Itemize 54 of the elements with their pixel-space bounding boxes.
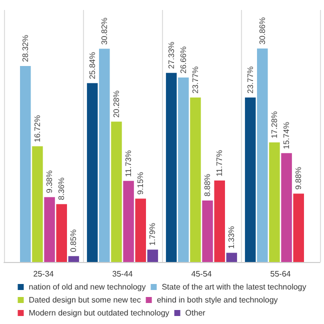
bar xyxy=(293,194,304,262)
bar xyxy=(123,180,134,262)
bar xyxy=(214,180,225,262)
bar xyxy=(178,78,189,262)
data-label: 0.85% xyxy=(69,229,78,252)
data-label: 1.33% xyxy=(227,226,236,249)
x-tick-label: 45-54 xyxy=(191,270,212,278)
data-label: 11.77% xyxy=(215,150,224,177)
legend-label: Dated design but some new tec xyxy=(28,296,141,304)
data-label: 26.66% xyxy=(178,46,188,74)
data-label: 30.82% xyxy=(100,18,109,45)
bar xyxy=(20,66,31,262)
bar xyxy=(190,98,201,262)
bar xyxy=(111,122,122,262)
bar xyxy=(257,48,268,262)
bar xyxy=(135,198,146,262)
data-label: 9.88% xyxy=(294,166,304,190)
bar xyxy=(44,197,55,262)
data-label: 23.77% xyxy=(246,66,255,94)
legend-label: nation of old and new technology xyxy=(28,282,146,292)
data-label: 27.33% xyxy=(166,42,176,69)
x-tick-label: 35-44 xyxy=(112,270,134,278)
bar xyxy=(56,204,67,262)
bar xyxy=(202,200,213,262)
data-label: 30.86% xyxy=(258,17,267,44)
data-label: 1.79% xyxy=(148,222,158,246)
data-label: 9.15% xyxy=(136,172,146,195)
x-tick-label: 25-34 xyxy=(33,270,54,278)
bar xyxy=(226,252,238,262)
x-tick-label: 55-64 xyxy=(270,270,292,278)
bar xyxy=(32,146,43,262)
data-label: 8.36% xyxy=(57,177,66,200)
legend-label: Other xyxy=(185,308,206,318)
bar xyxy=(269,142,280,262)
data-label: 8.88% xyxy=(203,174,212,197)
data-label: 20.28% xyxy=(112,90,121,118)
data-label: 9.38% xyxy=(45,170,54,194)
legend-label: Modern design but outdated technology xyxy=(28,308,170,318)
data-label: 17.28% xyxy=(270,111,279,138)
data-label: 28.32% xyxy=(20,34,30,62)
bar xyxy=(244,98,256,262)
legend-label: ehind in both style and technology xyxy=(156,296,278,304)
bar xyxy=(99,48,110,262)
bar xyxy=(281,153,292,262)
data-label: 25.84% xyxy=(88,52,97,80)
bar xyxy=(147,250,158,262)
data-label: 16.72% xyxy=(32,115,42,142)
legend-label: State of the art with the latest technology xyxy=(162,282,306,292)
bar xyxy=(166,72,177,262)
data-label: 15.74% xyxy=(282,122,292,150)
data-label: 11.73% xyxy=(124,150,134,177)
data-label: 23.77% xyxy=(190,66,200,94)
bar xyxy=(68,256,80,262)
bar xyxy=(86,83,98,262)
